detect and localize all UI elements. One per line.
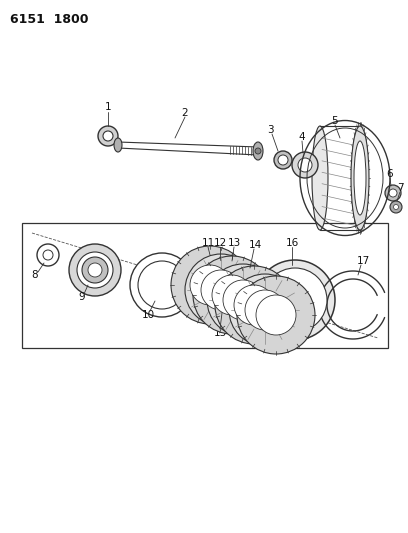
Ellipse shape	[298, 158, 312, 172]
Circle shape	[278, 155, 288, 165]
Text: 2: 2	[182, 108, 188, 118]
Circle shape	[43, 250, 53, 260]
Text: 13: 13	[227, 238, 241, 248]
Circle shape	[385, 185, 401, 201]
Circle shape	[77, 252, 113, 288]
Circle shape	[171, 246, 249, 324]
Circle shape	[263, 268, 327, 332]
Text: 6: 6	[387, 169, 393, 179]
Circle shape	[229, 274, 301, 346]
Circle shape	[103, 131, 113, 141]
Circle shape	[256, 295, 296, 335]
Circle shape	[98, 126, 118, 146]
Text: 16: 16	[285, 238, 299, 248]
Circle shape	[215, 266, 293, 344]
Text: 1: 1	[105, 102, 111, 112]
Circle shape	[193, 256, 271, 334]
Circle shape	[393, 205, 399, 209]
Ellipse shape	[292, 152, 318, 178]
Ellipse shape	[312, 126, 328, 230]
Text: 8: 8	[32, 270, 38, 280]
Circle shape	[274, 151, 292, 169]
Text: 12: 12	[213, 238, 226, 248]
Text: 14: 14	[248, 240, 262, 250]
Circle shape	[255, 148, 261, 154]
Ellipse shape	[114, 138, 122, 152]
Text: 10: 10	[142, 310, 155, 320]
Circle shape	[69, 244, 121, 296]
Text: 11: 11	[202, 238, 215, 248]
Circle shape	[389, 189, 397, 197]
Ellipse shape	[253, 142, 263, 160]
Text: 9: 9	[79, 292, 85, 302]
Circle shape	[37, 244, 59, 266]
Circle shape	[245, 290, 285, 330]
Circle shape	[207, 264, 279, 336]
Circle shape	[390, 201, 402, 213]
Circle shape	[138, 261, 186, 309]
Text: 15: 15	[213, 328, 226, 338]
Ellipse shape	[354, 141, 366, 215]
Circle shape	[190, 265, 230, 305]
Circle shape	[255, 260, 335, 340]
Bar	[22, 223, 388, 348]
Circle shape	[185, 254, 257, 326]
Circle shape	[237, 276, 315, 354]
Text: 17: 17	[356, 256, 370, 266]
Circle shape	[201, 270, 241, 310]
Circle shape	[82, 257, 108, 283]
Text: 3: 3	[267, 125, 273, 135]
Text: 5: 5	[332, 116, 338, 126]
Text: 7: 7	[397, 183, 404, 193]
Text: 4: 4	[299, 132, 305, 142]
Circle shape	[88, 263, 102, 277]
Circle shape	[130, 253, 194, 317]
Ellipse shape	[351, 126, 369, 230]
Circle shape	[212, 275, 252, 315]
Circle shape	[223, 280, 263, 320]
Text: 6151  1800: 6151 1800	[10, 13, 89, 26]
Circle shape	[234, 285, 274, 325]
